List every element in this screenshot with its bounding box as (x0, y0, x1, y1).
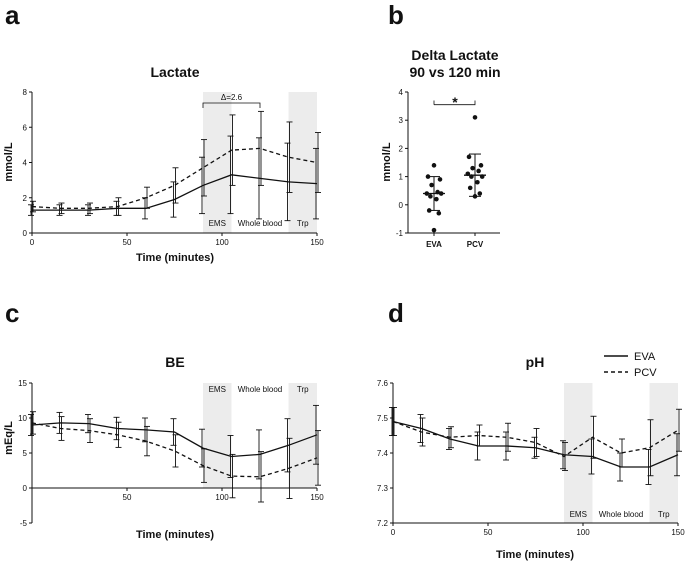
panel-label-b: b (388, 0, 404, 30)
y-axis-label: mmol/L (3, 142, 15, 181)
y-tick-label: 0 (23, 484, 28, 493)
data-point-pcv (470, 165, 475, 171)
be-chart: BE mEq/L Time (minutes) -5 0 5 10 15 50 100 150… (3, 354, 324, 541)
series-line-eva (31, 422, 318, 458)
panel-label-d: d (388, 298, 404, 328)
x-tick-label: 50 (484, 528, 493, 537)
series-line-pcv (31, 422, 318, 478)
data-point-pcv (478, 163, 484, 168)
chart-title: Delta Lactate (411, 47, 498, 63)
x-tick-label: 150 (310, 493, 324, 502)
y-tick-label: 0 (23, 229, 28, 238)
legend-label-eva: EVA (634, 351, 656, 363)
y-tick-label: 2 (23, 194, 28, 203)
data-point-pcv (466, 154, 472, 160)
y-axis-label: mmol/L (381, 142, 393, 181)
chart-title: pH (526, 354, 545, 370)
data-point-pcv (472, 115, 478, 120)
segment-label: Trp (297, 385, 309, 394)
y-tick-label: 10 (18, 414, 27, 423)
segment-label: Whole blood (238, 219, 282, 228)
x-axis-label: Time (minutes) (496, 549, 574, 561)
data-point-eva (429, 182, 434, 188)
x-tick-label: 100 (215, 493, 229, 502)
y-tick-label: 7.6 (377, 379, 389, 388)
y-tick-label: 8 (23, 88, 28, 97)
segment-band-trp (288, 92, 317, 233)
panel-label-a: a (5, 0, 20, 30)
data-point-eva (434, 196, 439, 202)
legend: EVA PCV (604, 351, 657, 379)
segment-label: Trp (658, 510, 670, 519)
x-tick-label: 100 (215, 238, 229, 247)
segment-band-ems (203, 383, 232, 488)
data-point-pcv (476, 168, 481, 174)
chart-title: Lactate (150, 64, 199, 80)
x-tick-label: PCV (467, 240, 484, 249)
x-tick-label: 150 (310, 238, 324, 247)
significance-marker: * (452, 94, 458, 110)
data-point-eva (436, 210, 442, 216)
y-tick-label: -1 (396, 229, 404, 238)
series-line-eva (32, 174, 318, 211)
y-tick-label: 7.3 (377, 484, 389, 493)
segment-label: EMS (209, 385, 226, 394)
y-tick-label: 5 (23, 449, 28, 458)
segment-band-ems (203, 92, 232, 233)
legend-label-pcv: PCV (634, 367, 657, 379)
significance-bracket (433, 100, 476, 106)
annotation-bracket (202, 102, 261, 108)
segment-label: Trp (297, 219, 309, 228)
y-tick-label: 7.2 (377, 519, 389, 528)
x-tick-label: 50 (123, 238, 132, 247)
data-point-pcv (475, 179, 480, 185)
x-tick-label: 0 (391, 528, 396, 537)
y-tick-label: 3 (399, 116, 404, 125)
segment-label: Whole blood (599, 510, 643, 519)
x-axis-label: Time (minutes) (136, 529, 214, 541)
segment-label: EMS (209, 219, 226, 228)
y-tick-label: -5 (20, 519, 28, 528)
data-point-eva (428, 194, 433, 199)
x-tick-label: 50 (123, 493, 132, 502)
data-point-eva (437, 177, 443, 182)
series-line-pcv (31, 147, 318, 209)
x-tick-label: 100 (576, 528, 590, 537)
y-tick-label: 15 (18, 379, 27, 388)
data-point-eva (431, 163, 437, 168)
x-tick-label: EVA (426, 240, 442, 249)
y-tick-label: 7.5 (377, 414, 389, 423)
data-point-eva (431, 227, 437, 233)
segment-band-trp (649, 383, 678, 523)
segment-band-trp (288, 383, 317, 488)
annotation-label: Δ=2.6 (221, 93, 243, 102)
segment-label: EMS (570, 510, 587, 519)
lactate-chart: Lactate mmol/L Time (minutes) 0 2 4 6 8 0 50 10… (3, 64, 324, 264)
y-tick-label: 1 (399, 173, 404, 182)
y-tick-label: 4 (23, 159, 28, 168)
series-line-pcv (392, 420, 679, 458)
y-tick-label: 4 (399, 88, 404, 97)
ph-chart: pH Time (minutes) 7.2 7.3 7.4 7.5 7.6 0 50 100 1… (377, 354, 685, 561)
y-tick-label: 7.4 (377, 449, 389, 458)
segment-label: Whole blood (238, 385, 282, 394)
chart-subtitle: 90 vs 120 min (409, 64, 500, 80)
data-point-pcv (477, 191, 483, 196)
x-tick-label: 0 (30, 238, 35, 247)
y-tick-label: 6 (23, 123, 28, 132)
data-point-pcv (467, 185, 473, 191)
x-tick-label: 150 (671, 528, 685, 537)
chart-title: BE (165, 354, 184, 370)
y-tick-label: 2 (399, 144, 404, 153)
panel-label-c: c (5, 298, 19, 328)
delta-lactate-chart: Delta Lactate 90 vs 120 min mmol/L * -1 0… (381, 47, 501, 249)
x-axis-label: Time (minutes) (136, 252, 214, 264)
y-tick-label: 0 (399, 201, 404, 210)
y-axis-label: mEq/L (3, 421, 15, 455)
